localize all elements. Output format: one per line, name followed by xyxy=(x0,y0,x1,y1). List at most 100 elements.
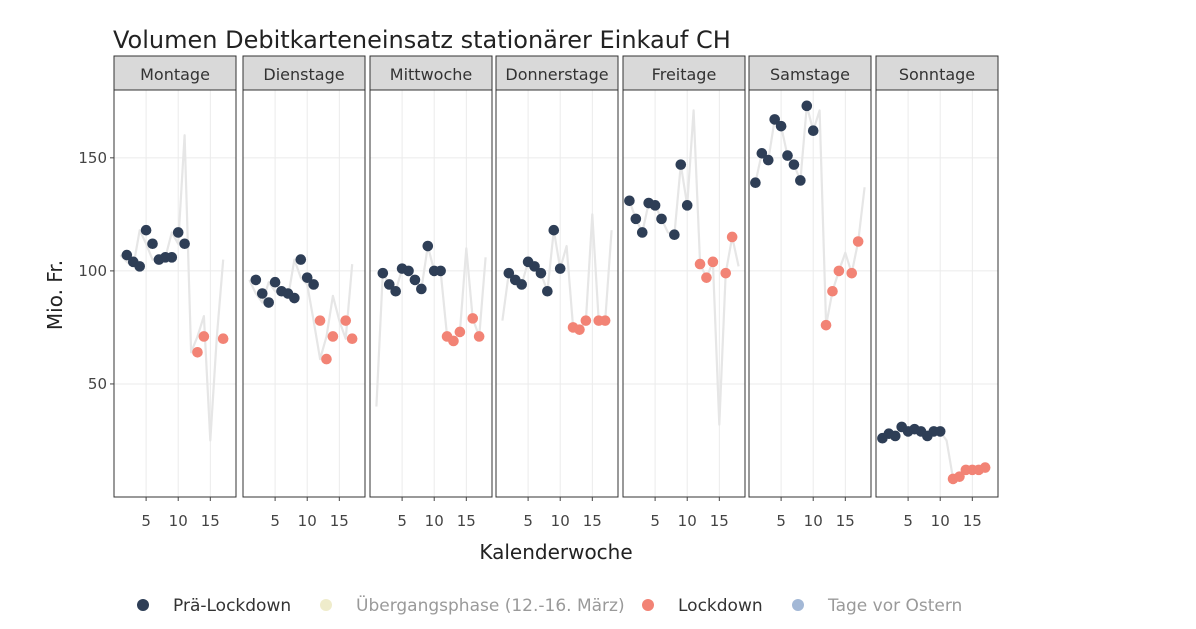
x-tick-label: 5 xyxy=(270,512,280,530)
point-pre-lockdown xyxy=(134,261,145,272)
point-lockdown xyxy=(340,315,352,326)
y-tick-label: 50 xyxy=(88,375,107,393)
point-lockdown xyxy=(321,353,332,365)
point-pre-lockdown xyxy=(630,213,642,225)
x-tick-label: 5 xyxy=(650,512,660,530)
x-tick-label: 10 xyxy=(551,512,570,530)
panel-border xyxy=(622,89,746,498)
point-lockdown xyxy=(846,267,858,279)
point-pre-lockdown xyxy=(140,224,152,236)
point-lockdown xyxy=(701,272,712,283)
point-lockdown xyxy=(599,315,611,326)
panel-border xyxy=(495,89,619,498)
facet-panel-5: Freitage 5 10 15 xyxy=(622,55,746,530)
x-tick-label: 15 xyxy=(836,512,855,530)
legend-label-transition: Übergangsphase (12.-16. März) xyxy=(356,594,625,616)
point-lockdown xyxy=(473,331,485,342)
point-pre-lockdown xyxy=(289,292,300,304)
point-pre-lockdown xyxy=(529,261,540,272)
panels-layer: Montage 5 10 15 Dienstage 5 10 15 Mittwoche 5 10 15… xyxy=(78,55,999,530)
facet-strip-label: Mittwoche xyxy=(390,65,472,84)
point-pre-lockdown xyxy=(179,238,190,250)
point-pre-lockdown xyxy=(295,254,307,265)
point-lockdown xyxy=(467,313,479,324)
point-pre-lockdown xyxy=(121,249,133,261)
point-pre-lockdown xyxy=(769,114,780,125)
x-tick-label: 15 xyxy=(583,512,602,530)
point-lockdown xyxy=(198,331,210,342)
facet-panel-3: Mittwoche 5 10 15 xyxy=(369,55,493,530)
facet-strip-label: Samstage xyxy=(770,65,850,84)
x-tick-label: 15 xyxy=(710,512,729,530)
legend-marker-pre xyxy=(137,599,149,611)
point-pre-lockdown xyxy=(636,227,648,238)
facet-panel-7: Sonntage 5 10 15 xyxy=(875,55,999,530)
point-lockdown xyxy=(580,315,592,326)
point-lockdown xyxy=(820,319,832,331)
facet-strip xyxy=(113,55,237,91)
facet-panel-4: Donnerstage 5 10 15 xyxy=(495,55,619,530)
point-pre-lockdown xyxy=(256,288,268,299)
x-tick-label: 10 xyxy=(678,512,697,530)
facet-strip xyxy=(622,55,746,91)
point-pre-lockdown xyxy=(409,274,421,286)
facet-strip xyxy=(875,55,999,91)
point-pre-lockdown xyxy=(422,240,434,252)
point-pre-lockdown xyxy=(435,265,446,277)
legend-label-pre: Prä-Lockdown xyxy=(173,596,291,616)
point-pre-lockdown xyxy=(750,177,761,189)
point-pre-lockdown xyxy=(263,297,274,308)
point-pre-lockdown xyxy=(416,283,427,295)
point-pre-lockdown xyxy=(535,267,547,279)
point-lockdown xyxy=(448,335,459,347)
legend-marker-transition xyxy=(320,599,332,611)
point-pre-lockdown xyxy=(782,150,793,161)
x-tick-label: 5 xyxy=(523,512,533,530)
point-lockdown xyxy=(707,256,719,268)
x-tick-label: 15 xyxy=(330,512,349,530)
point-pre-lockdown xyxy=(889,430,901,442)
point-pre-lockdown xyxy=(669,229,680,241)
x-tick-label: 5 xyxy=(903,512,913,530)
x-tick-label: 15 xyxy=(963,512,982,530)
facet-strip-label: Freitage xyxy=(652,65,717,84)
point-pre-lockdown xyxy=(147,238,158,250)
point-pre-lockdown xyxy=(807,125,819,136)
facet-strip xyxy=(748,55,872,91)
chart-title: Volumen Debitkarteneinsatz stationärer E… xyxy=(113,26,731,54)
x-tick-label: 10 xyxy=(931,512,950,530)
panel-border xyxy=(113,89,237,498)
facet-strip xyxy=(242,55,366,91)
panel-border xyxy=(369,89,493,498)
point-pre-lockdown xyxy=(308,279,319,290)
series-line xyxy=(248,258,354,361)
x-axis-title: Kalenderwoche xyxy=(479,540,632,564)
legend-marker-lockdown xyxy=(642,599,654,611)
point-lockdown xyxy=(217,333,229,345)
x-tick-label: 15 xyxy=(201,512,220,530)
point-pre-lockdown xyxy=(934,426,946,437)
y-tick-label: 100 xyxy=(78,262,107,280)
x-tick-label: 10 xyxy=(169,512,188,530)
point-pre-lockdown xyxy=(775,120,787,132)
facet-strip-label: Donnerstage xyxy=(505,65,608,84)
panel-border xyxy=(242,89,366,498)
point-lockdown xyxy=(454,326,466,338)
point-lockdown xyxy=(954,471,965,482)
y-axis-title: Mio. Fr. xyxy=(43,260,67,330)
point-lockdown xyxy=(852,236,864,247)
point-pre-lockdown xyxy=(762,154,774,166)
point-pre-lockdown xyxy=(377,267,389,279)
point-lockdown xyxy=(720,267,732,279)
x-tick-label: 5 xyxy=(397,512,407,530)
facet-panel-1: Montage 5 10 15 xyxy=(113,55,237,530)
facet-strip xyxy=(369,55,493,91)
point-pre-lockdown xyxy=(516,279,527,290)
point-lockdown xyxy=(574,324,585,335)
y-tick-label: 150 xyxy=(78,149,107,167)
legend: Prä-Lockdown Übergangsphase (12.-16. März… xyxy=(137,594,962,616)
point-lockdown xyxy=(192,346,203,358)
x-tick-label: 5 xyxy=(141,512,151,530)
